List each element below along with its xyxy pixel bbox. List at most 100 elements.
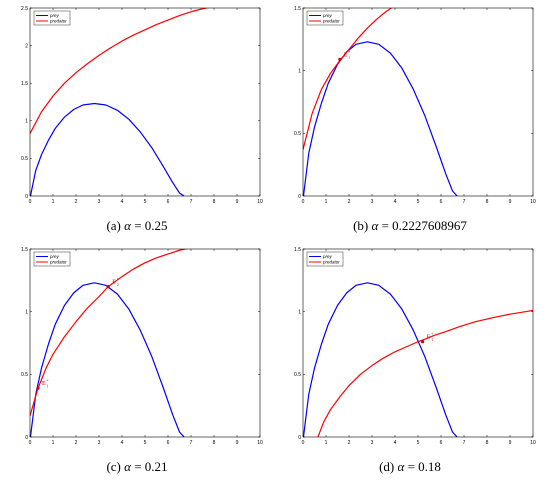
- equilibrium-point: [421, 340, 425, 344]
- x-tick-label: 7: [463, 199, 466, 205]
- x-tick-label: 0: [29, 199, 32, 205]
- equilibrium-label: E *1: [42, 379, 49, 389]
- caption-c-value: = 0.21: [134, 459, 168, 474]
- x-tick-label: 6: [167, 440, 170, 446]
- equilibrium-point: [338, 57, 342, 61]
- x-tick-label: 4: [394, 440, 397, 446]
- equilibrium-point: [36, 386, 40, 390]
- y-tick-label: 1.5: [294, 6, 301, 12]
- x-tick-label: 8: [486, 199, 489, 205]
- plot-frame: [29, 248, 261, 438]
- x-tick-label: 4: [121, 440, 124, 446]
- series-predator-line: [303, 8, 393, 150]
- panel-d: 0 1 2 3 4 5 6 7 8 9 10 0 0.5 1 1.5 prey predator E * 1 (d) …: [275, 241, 545, 482]
- legend-label-prey: prey: [49, 254, 60, 259]
- y-tick-label: 0: [25, 435, 28, 441]
- x-tick-label: 3: [98, 440, 101, 446]
- x-tick-label: 4: [121, 199, 124, 205]
- x-tick-label: 2: [348, 440, 351, 446]
- equilibrium-label: E *1: [427, 332, 434, 342]
- equilibrium-label-letter: E: [112, 280, 116, 286]
- x-tick-label: 8: [213, 440, 216, 446]
- y-tick-label: 1: [298, 68, 301, 74]
- x-tick-label: 7: [463, 440, 466, 446]
- caption-a-value: = 0.25: [134, 218, 168, 233]
- x-tick-label: 7: [190, 199, 193, 205]
- caption-c-symbol: α: [124, 459, 131, 474]
- y-tick-label: 0: [298, 435, 301, 441]
- x-tick-label: 1: [52, 440, 55, 446]
- equilibrium-label-index: 1: [47, 383, 49, 388]
- x-tick-label: 6: [440, 440, 443, 446]
- x-tick-label: 10: [530, 440, 536, 446]
- panel-a: 0 1 2 3 4 5 6 7 8 9 10 0 0.5 1 1.5 2 2.5 prey predator (a)…: [2, 0, 272, 241]
- x-tick-label: 5: [417, 440, 420, 446]
- panel-b: 0 1 2 3 4 5 6 7 8 9 10 0 0.5 1 1.5 prey predator E * 1 (b) …: [275, 0, 545, 241]
- x-tick-label: 0: [302, 440, 305, 446]
- equilibrium-label-index: 1: [431, 337, 433, 342]
- x-tick-label: 1: [325, 440, 328, 446]
- caption-b-symbol: α: [371, 218, 379, 233]
- y-tick-label: 1.5: [294, 247, 301, 253]
- series-prey-line: [30, 102, 185, 196]
- series-predator-line: [317, 309, 533, 437]
- caption-a-symbol: α: [124, 218, 131, 233]
- y-tick-label: 0.5: [294, 372, 301, 378]
- x-tick-label: 2: [348, 199, 351, 205]
- y-tick-label: 1.5: [21, 81, 28, 87]
- plot-frame: [302, 7, 534, 197]
- plot-frame: [29, 7, 261, 197]
- equilibrium-point: [106, 285, 110, 289]
- x-tick-label: 5: [144, 199, 147, 205]
- y-tick-label: 1.5: [21, 247, 28, 253]
- plot-frame: [302, 248, 534, 438]
- x-tick-label: 0: [29, 440, 32, 446]
- x-tick-label: 10: [257, 440, 263, 446]
- x-tick-label: 6: [167, 199, 170, 205]
- legend-label-prey: prey: [322, 13, 333, 18]
- legend-label-prey: prey: [322, 254, 333, 259]
- x-tick-label: 9: [509, 440, 512, 446]
- y-tick-label: 1: [298, 309, 301, 315]
- x-tick-label: 2: [75, 199, 78, 205]
- y-tick-label: 2.5: [21, 6, 28, 12]
- series-predator-line: [30, 8, 210, 134]
- equilibrium-label-index: 2: [117, 282, 119, 287]
- caption-a: (a) α = 0.25: [2, 218, 272, 234]
- x-tick-label: 0: [302, 199, 305, 205]
- series-prey-line: [303, 41, 458, 196]
- series-predator-line: [30, 249, 189, 416]
- caption-b-value: = 0.2227608967: [381, 218, 467, 233]
- x-tick-label: 10: [257, 199, 263, 205]
- caption-c: (c) α = 0.21: [2, 459, 272, 475]
- x-tick-label: 3: [371, 199, 374, 205]
- x-tick-label: 3: [371, 440, 374, 446]
- x-tick-label: 4: [394, 199, 397, 205]
- x-tick-label: 6: [440, 199, 443, 205]
- x-tick-label: 3: [98, 199, 101, 205]
- legend-label-predator: predator: [322, 19, 340, 24]
- x-tick-label: 2: [75, 440, 78, 446]
- series-prey-line: [30, 282, 185, 437]
- series-prey-line: [303, 282, 458, 437]
- legend-label-predator: predator: [49, 19, 67, 24]
- x-tick-label: 1: [52, 199, 55, 205]
- legend-label-predator: predator: [322, 260, 340, 265]
- equilibrium-label: E *2: [112, 277, 119, 287]
- x-tick-label: 9: [236, 440, 239, 446]
- equilibrium-label-star: *: [431, 332, 433, 337]
- x-tick-label: 7: [190, 440, 193, 446]
- y-tick-label: 0.5: [21, 372, 28, 378]
- panel-c: 0 1 2 3 4 5 6 7 8 9 10 0 0.5 1 1.5 prey predator E * 1 E * 2 (…: [2, 241, 272, 482]
- legend-label-predator: predator: [49, 260, 67, 265]
- caption-d: (d) α = 0.18: [275, 459, 545, 475]
- y-tick-label: 1: [25, 119, 28, 125]
- x-tick-label: 8: [486, 440, 489, 446]
- equilibrium-label: E *1: [344, 50, 351, 60]
- caption-b: (b) α = 0.2227608967: [275, 218, 545, 234]
- equilibrium-label-star: *: [47, 379, 49, 384]
